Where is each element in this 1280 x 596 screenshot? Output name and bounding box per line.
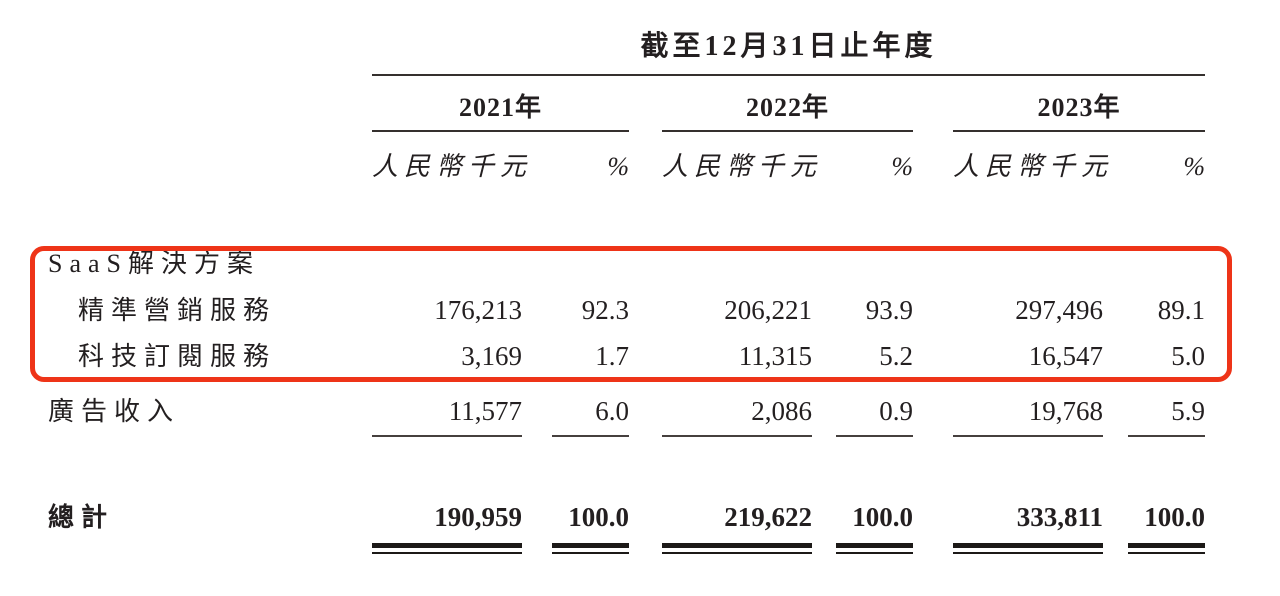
cell-2021-percent: 1.7 [595, 341, 629, 371]
subheader-2023: 人民幣千元 % [953, 151, 1205, 183]
table-row-precision-marketing: 精準營銷服務 176,213 92.3 206,221 93.9 297,496… [48, 294, 1205, 327]
year-2023-label: 2023年 [1037, 93, 1121, 122]
cell-2023-percent: 100.0 [1128, 501, 1205, 554]
year-2023-rule [953, 130, 1205, 132]
percent-symbol-2023: % [1183, 152, 1205, 181]
table-row-total: 總計 190,959 100.0 219,622 100.0 333,811 1… [48, 501, 1205, 554]
cell-2021-percent: 100.0 [552, 501, 629, 554]
cell-2022-amount: 206,221 [724, 295, 812, 325]
subheader-2021: 人民幣千元 % [372, 151, 629, 183]
row-label: 科技訂閱服務 [78, 342, 277, 371]
cell-2022-percent: 5.2 [879, 341, 913, 371]
cell-2023-amount: 16,547 [1028, 341, 1103, 371]
cell-2021-amount: 190,959 [372, 501, 522, 554]
table-row-advertising-revenue: 廣告收入 11,577 6.0 2,086 0.9 19,768 5.9 [48, 395, 1205, 437]
cell-2023-amount: 19,768 [953, 395, 1103, 437]
cell-2022-amount: 11,315 [738, 341, 812, 371]
unit-label-2022: 人民幣千元 [662, 152, 823, 181]
cell-2021-amount: 176,213 [434, 295, 522, 325]
table-row-saas-solutions: SaaS解決方案 [48, 248, 1205, 280]
year-2022-rule [662, 130, 913, 132]
period-header-rule [372, 74, 1205, 76]
cell-2023-percent: 5.0 [1171, 341, 1205, 371]
cell-2021-percent: 92.3 [581, 295, 629, 325]
period-header: 截至12月31日止年度 [640, 31, 937, 62]
cell-2023-percent: 5.9 [1128, 395, 1205, 437]
year-2021-rule [372, 130, 629, 132]
cell-2021-amount: 11,577 [372, 395, 522, 437]
cell-2022-percent: 0.9 [836, 395, 913, 437]
cell-2023-percent: 89.1 [1157, 295, 1205, 325]
row-label: 精準營銷服務 [78, 296, 277, 325]
percent-symbol-2022: % [891, 152, 913, 181]
row-label: 廣告收入 [48, 397, 181, 426]
cell-2022-amount: 2,086 [662, 395, 812, 437]
cell-2023-amount: 333,811 [953, 501, 1103, 554]
cell-2023-amount: 297,496 [1015, 295, 1103, 325]
year-2021-label: 2021年 [458, 93, 542, 122]
cell-2021-percent: 6.0 [552, 395, 629, 437]
unit-label-2023: 人民幣千元 [953, 152, 1114, 181]
row-label: SaaS解決方案 [48, 249, 261, 278]
subheader-2022: 人民幣千元 % [662, 151, 913, 183]
cell-2022-amount: 219,622 [662, 501, 812, 554]
row-label: 總計 [48, 503, 115, 532]
unit-label-2021: 人民幣千元 [372, 152, 533, 181]
table-row-tech-subscription: 科技訂閱服務 3,169 1.7 11,315 5.2 16,547 5.0 [48, 340, 1205, 373]
cell-2021-amount: 3,169 [461, 341, 522, 371]
year-2022-label: 2022年 [745, 93, 829, 122]
cell-2022-percent: 100.0 [836, 501, 913, 554]
percent-symbol-2021: % [607, 152, 629, 181]
cell-2022-percent: 93.9 [865, 295, 913, 325]
